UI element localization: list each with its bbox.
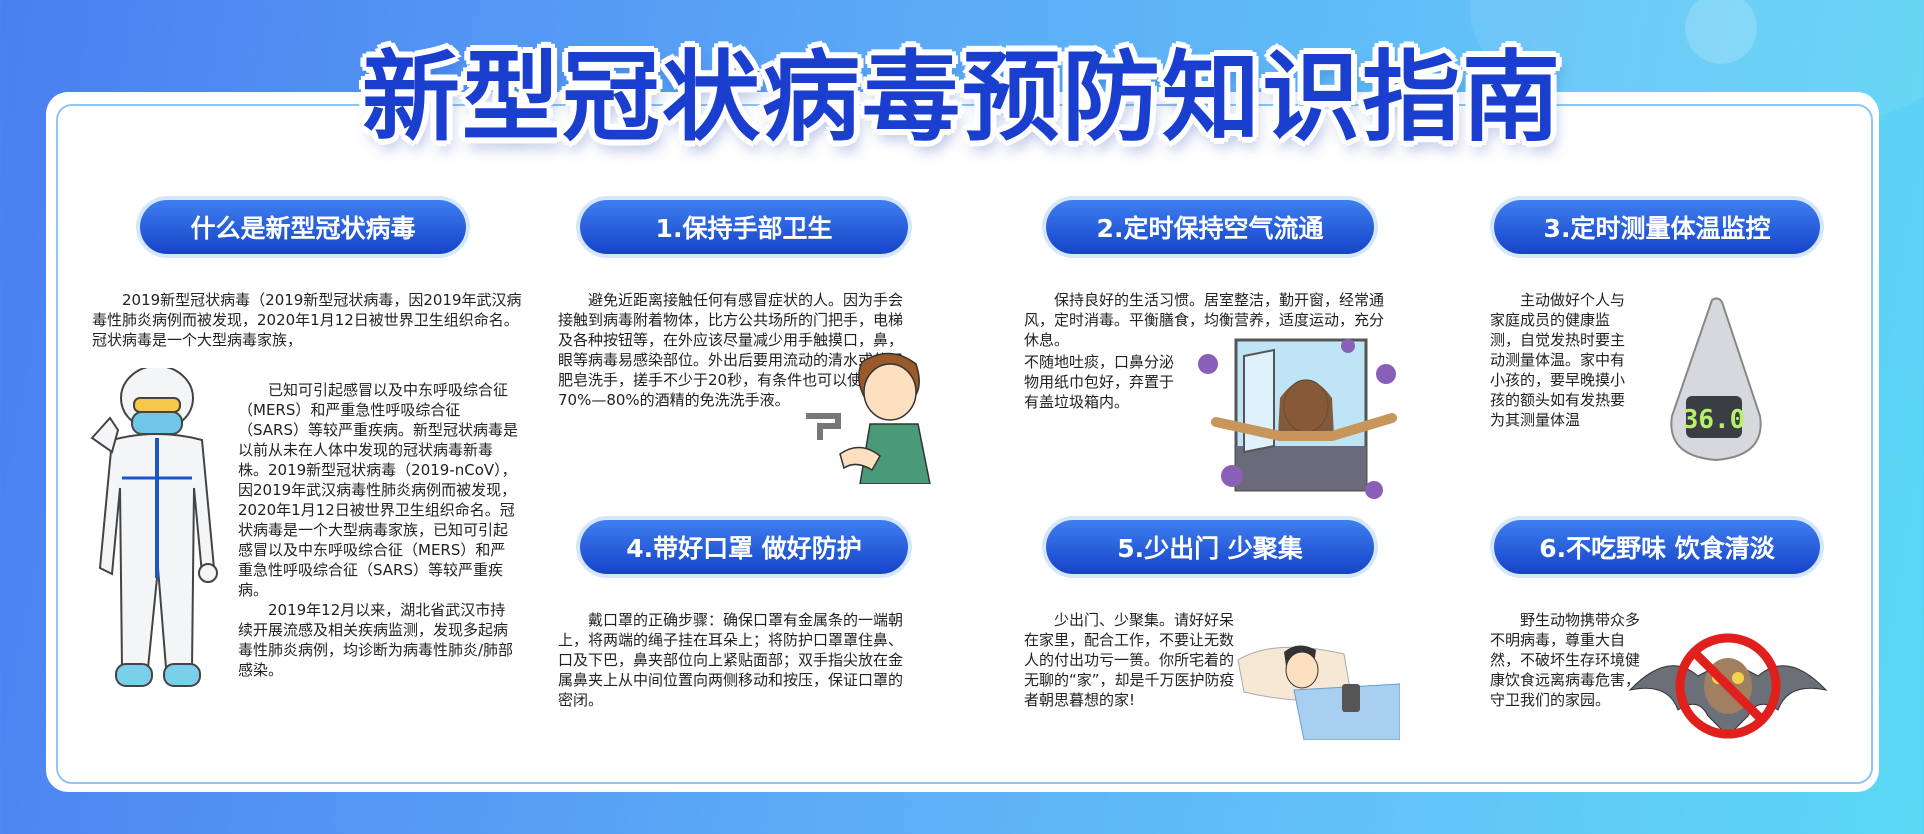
heading-no-wildlife: 6.不吃野味 饮食清淡	[1494, 520, 1820, 574]
stay-home-paragraph: 少出门、少聚集。请好好呆在家里，配合工作，不要让无数人的付出功亏一篑。你所宅着的…	[1024, 611, 1235, 709]
mask-text: 戴口罩的正确步骤：确保口罩有金属条的一端朝上，将两端的绳子挂在耳朵上；将防护口罩…	[558, 610, 908, 710]
ventilation-text: 保持良好的生活习惯。居室整洁，勤开窗，经常通风，定时消毒。平衡膳食，均衡营养，适…	[1024, 290, 1394, 350]
no-wildlife-text: 野生动物携带众多不明病毒，尊重大自然，不破坏生存环境健康饮食远离病毒危害，守卫我…	[1490, 610, 1652, 710]
mask-paragraph: 戴口罩的正确步骤：确保口罩有金属条的一端朝上，将两端的绳子挂在耳朵上；将防护口罩…	[558, 611, 904, 709]
intro-text: 2019新型冠状病毒（2019新型冠状病毒，因2019年武汉病毒性肺炎病例而被发…	[92, 290, 522, 350]
intro-paragraph-1: 2019新型冠状病毒（2019新型冠状病毒，因2019年武汉病毒性肺炎病例而被发…	[92, 291, 522, 349]
temperature-text: 主动做好个人与家庭成员的健康监测，自觉发热时要主动测量体温。家中有小孩的，要早晚…	[1490, 290, 1630, 430]
intro-paragraph-3: 2019年12月以来，湖北省武汉市持续开展流感及相关疾病监测，发现多起病毒性肺炎…	[238, 601, 514, 679]
stay-home-text: 少出门、少聚集。请好好呆在家里，配合工作，不要让无数人的付出功亏一篑。你所宅着的…	[1024, 610, 1244, 710]
heading-hand-hygiene: 1.保持手部卫生	[580, 200, 908, 254]
medical-worker-illustration	[90, 368, 218, 687]
heading-ventilation: 2.定时保持空气流通	[1046, 200, 1374, 254]
no-wildlife-paragraph: 野生动物携带众多不明病毒，尊重大自然，不破坏生存环境健康饮食远离病毒危害，守卫我…	[1490, 611, 1641, 709]
heading-temperature: 3.定时测量体温监控	[1494, 200, 1820, 254]
thermometer-illustration: 36.0	[1670, 297, 1762, 462]
intro-text-2: 已知可引起感冒以及中东呼吸综合征（MERS）和严重急性呼吸综合征（SARS）等较…	[238, 380, 518, 680]
resting-person-illustration	[1237, 645, 1400, 740]
intro-paragraph-2: 已知可引起感冒以及中东呼吸综合征（MERS）和严重急性呼吸综合征（SARS）等较…	[238, 381, 519, 599]
panel-border	[56, 104, 1873, 784]
temperature-paragraph: 主动做好个人与家庭成员的健康监测，自觉发热时要主动测量体温。家中有小孩的，要早晚…	[1490, 291, 1626, 429]
page-title: 新型冠状病毒预防知识指南	[361, 41, 1562, 155]
ventilation-paragraph-1: 保持良好的生活习惯。居室整洁，勤开窗，经常通风，定时消毒。平衡膳食，均衡营养，适…	[1024, 291, 1385, 349]
heading-mask: 4.带好口罩 做好防护	[580, 520, 908, 574]
ventilation-text-2: 不随地吐痰，口鼻分泌物用纸巾包好，弃置于有盖垃圾箱内。	[1024, 352, 1184, 412]
handwashing-boy-illustration	[806, 352, 931, 484]
heading-stay-home: 5.少出门 少聚集	[1046, 520, 1374, 574]
hand-hygiene-paragraph: 避免近距离接触任何有感冒症状的人。因为手会接触到病毒附着物体，比方公共场所的门把…	[558, 291, 904, 409]
heading-intro: 什么是新型冠状病毒	[140, 200, 466, 254]
ventilation-paragraph-2: 不随地吐痰，口鼻分泌物用纸巾包好，弃置于有盖垃圾箱内。	[1024, 353, 1175, 411]
thermometer-reading: 36.0	[1683, 405, 1746, 435]
hand-hygiene-text: 避免近距离接触任何有感冒症状的人。因为手会接触到病毒附着物体，比方公共场所的门把…	[558, 290, 908, 410]
open-window-illustration	[1198, 338, 1397, 499]
bg-bubble	[1685, 0, 1757, 64]
no-bat-illustration	[1628, 633, 1828, 739]
